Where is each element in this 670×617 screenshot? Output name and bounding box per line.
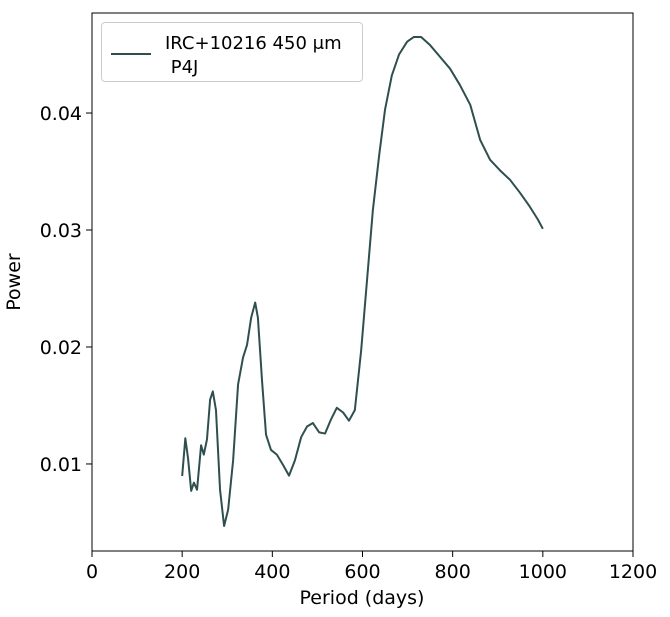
- legend: IRC+10216 450 μm P4J: [101, 22, 363, 82]
- x-axis-label: Period (days): [300, 587, 425, 609]
- x-tick-label: 1000: [519, 561, 567, 583]
- x-tick-label: 800: [435, 561, 471, 583]
- x-tick-label: 200: [164, 561, 200, 583]
- y-tick-label: 0.04: [40, 103, 82, 125]
- legend-swatch: [111, 53, 151, 55]
- x-tick-label: 600: [344, 561, 380, 583]
- legend-label: IRC+10216 450 μm P4J: [165, 33, 342, 78]
- x-tick-label: 1200: [609, 561, 657, 583]
- y-axis-label: Power: [3, 253, 25, 311]
- line: [181, 35, 544, 527]
- y-tick-label: 0.03: [40, 220, 82, 242]
- plot-area: [91, 12, 634, 552]
- y-tick-label: 0.01: [40, 454, 82, 476]
- x-tick-label: 400: [254, 561, 290, 583]
- y-tick-label: 0.02: [40, 337, 82, 359]
- x-tick-label: 0: [86, 561, 98, 583]
